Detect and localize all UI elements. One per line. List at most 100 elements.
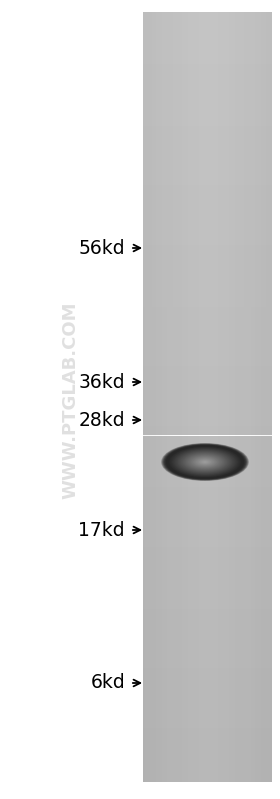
Ellipse shape [194, 457, 216, 467]
Ellipse shape [179, 451, 231, 473]
Ellipse shape [167, 446, 243, 479]
Ellipse shape [195, 458, 215, 467]
Text: 6kd: 6kd [90, 674, 125, 693]
Ellipse shape [202, 461, 208, 463]
Ellipse shape [170, 447, 240, 477]
Ellipse shape [189, 455, 221, 469]
Ellipse shape [181, 451, 229, 472]
Ellipse shape [178, 450, 232, 474]
Ellipse shape [168, 446, 242, 478]
Ellipse shape [198, 459, 212, 465]
Ellipse shape [177, 450, 233, 474]
Ellipse shape [193, 457, 217, 467]
Ellipse shape [169, 447, 241, 477]
Ellipse shape [171, 447, 239, 476]
Ellipse shape [173, 448, 237, 475]
Ellipse shape [197, 459, 213, 466]
Ellipse shape [182, 452, 228, 472]
Ellipse shape [200, 460, 209, 464]
Ellipse shape [183, 453, 227, 471]
Ellipse shape [177, 450, 233, 475]
Ellipse shape [171, 447, 239, 477]
Ellipse shape [196, 458, 214, 466]
Ellipse shape [181, 451, 229, 472]
Ellipse shape [169, 446, 242, 478]
Ellipse shape [203, 461, 207, 463]
Ellipse shape [166, 445, 244, 479]
Ellipse shape [166, 445, 244, 479]
Ellipse shape [167, 446, 243, 479]
Ellipse shape [199, 459, 211, 465]
Ellipse shape [180, 451, 230, 473]
Ellipse shape [185, 454, 225, 471]
Ellipse shape [161, 443, 249, 481]
Ellipse shape [199, 459, 211, 464]
Ellipse shape [176, 449, 234, 475]
Ellipse shape [193, 457, 217, 467]
Ellipse shape [188, 455, 221, 469]
Ellipse shape [194, 458, 216, 467]
Ellipse shape [179, 451, 230, 473]
Text: 36kd: 36kd [78, 372, 125, 392]
Ellipse shape [186, 454, 223, 470]
Ellipse shape [181, 451, 229, 472]
Ellipse shape [165, 445, 245, 479]
Ellipse shape [188, 455, 222, 470]
Ellipse shape [162, 443, 248, 480]
Ellipse shape [162, 443, 248, 480]
Ellipse shape [174, 448, 236, 475]
Ellipse shape [197, 459, 213, 466]
Ellipse shape [190, 455, 220, 468]
Ellipse shape [183, 452, 227, 471]
Ellipse shape [201, 460, 209, 463]
Ellipse shape [195, 458, 214, 466]
Ellipse shape [183, 452, 227, 471]
Ellipse shape [162, 443, 248, 481]
Ellipse shape [203, 461, 207, 463]
Ellipse shape [179, 451, 231, 473]
Ellipse shape [187, 454, 223, 470]
Ellipse shape [189, 455, 221, 469]
Ellipse shape [166, 445, 244, 479]
Ellipse shape [201, 460, 209, 463]
Ellipse shape [197, 459, 213, 465]
Ellipse shape [163, 443, 247, 480]
Text: 28kd: 28kd [78, 411, 125, 430]
Ellipse shape [200, 459, 210, 464]
Ellipse shape [175, 449, 235, 475]
Ellipse shape [195, 458, 215, 467]
Ellipse shape [180, 451, 230, 473]
Ellipse shape [164, 444, 246, 479]
Ellipse shape [172, 448, 238, 476]
Ellipse shape [185, 453, 225, 471]
Ellipse shape [193, 457, 217, 467]
Ellipse shape [164, 444, 246, 479]
Ellipse shape [173, 448, 237, 475]
Ellipse shape [168, 446, 242, 478]
Ellipse shape [198, 459, 212, 465]
Ellipse shape [170, 447, 240, 477]
Ellipse shape [182, 452, 228, 472]
Ellipse shape [165, 445, 245, 479]
Ellipse shape [176, 450, 234, 475]
Ellipse shape [191, 456, 219, 468]
Ellipse shape [174, 449, 236, 475]
Ellipse shape [175, 449, 235, 475]
Ellipse shape [171, 447, 239, 477]
Text: WWW.PTGLAB.COM: WWW.PTGLAB.COM [61, 301, 79, 499]
Ellipse shape [190, 455, 221, 469]
Ellipse shape [172, 447, 238, 476]
Ellipse shape [173, 448, 237, 476]
Ellipse shape [161, 443, 249, 481]
Ellipse shape [172, 447, 238, 476]
Ellipse shape [163, 444, 247, 480]
Ellipse shape [178, 451, 232, 474]
Ellipse shape [187, 455, 223, 470]
Ellipse shape [196, 458, 214, 466]
Ellipse shape [169, 447, 241, 478]
Ellipse shape [182, 452, 228, 471]
Ellipse shape [202, 460, 208, 463]
Ellipse shape [185, 453, 225, 471]
Ellipse shape [186, 454, 224, 470]
Ellipse shape [165, 444, 246, 479]
